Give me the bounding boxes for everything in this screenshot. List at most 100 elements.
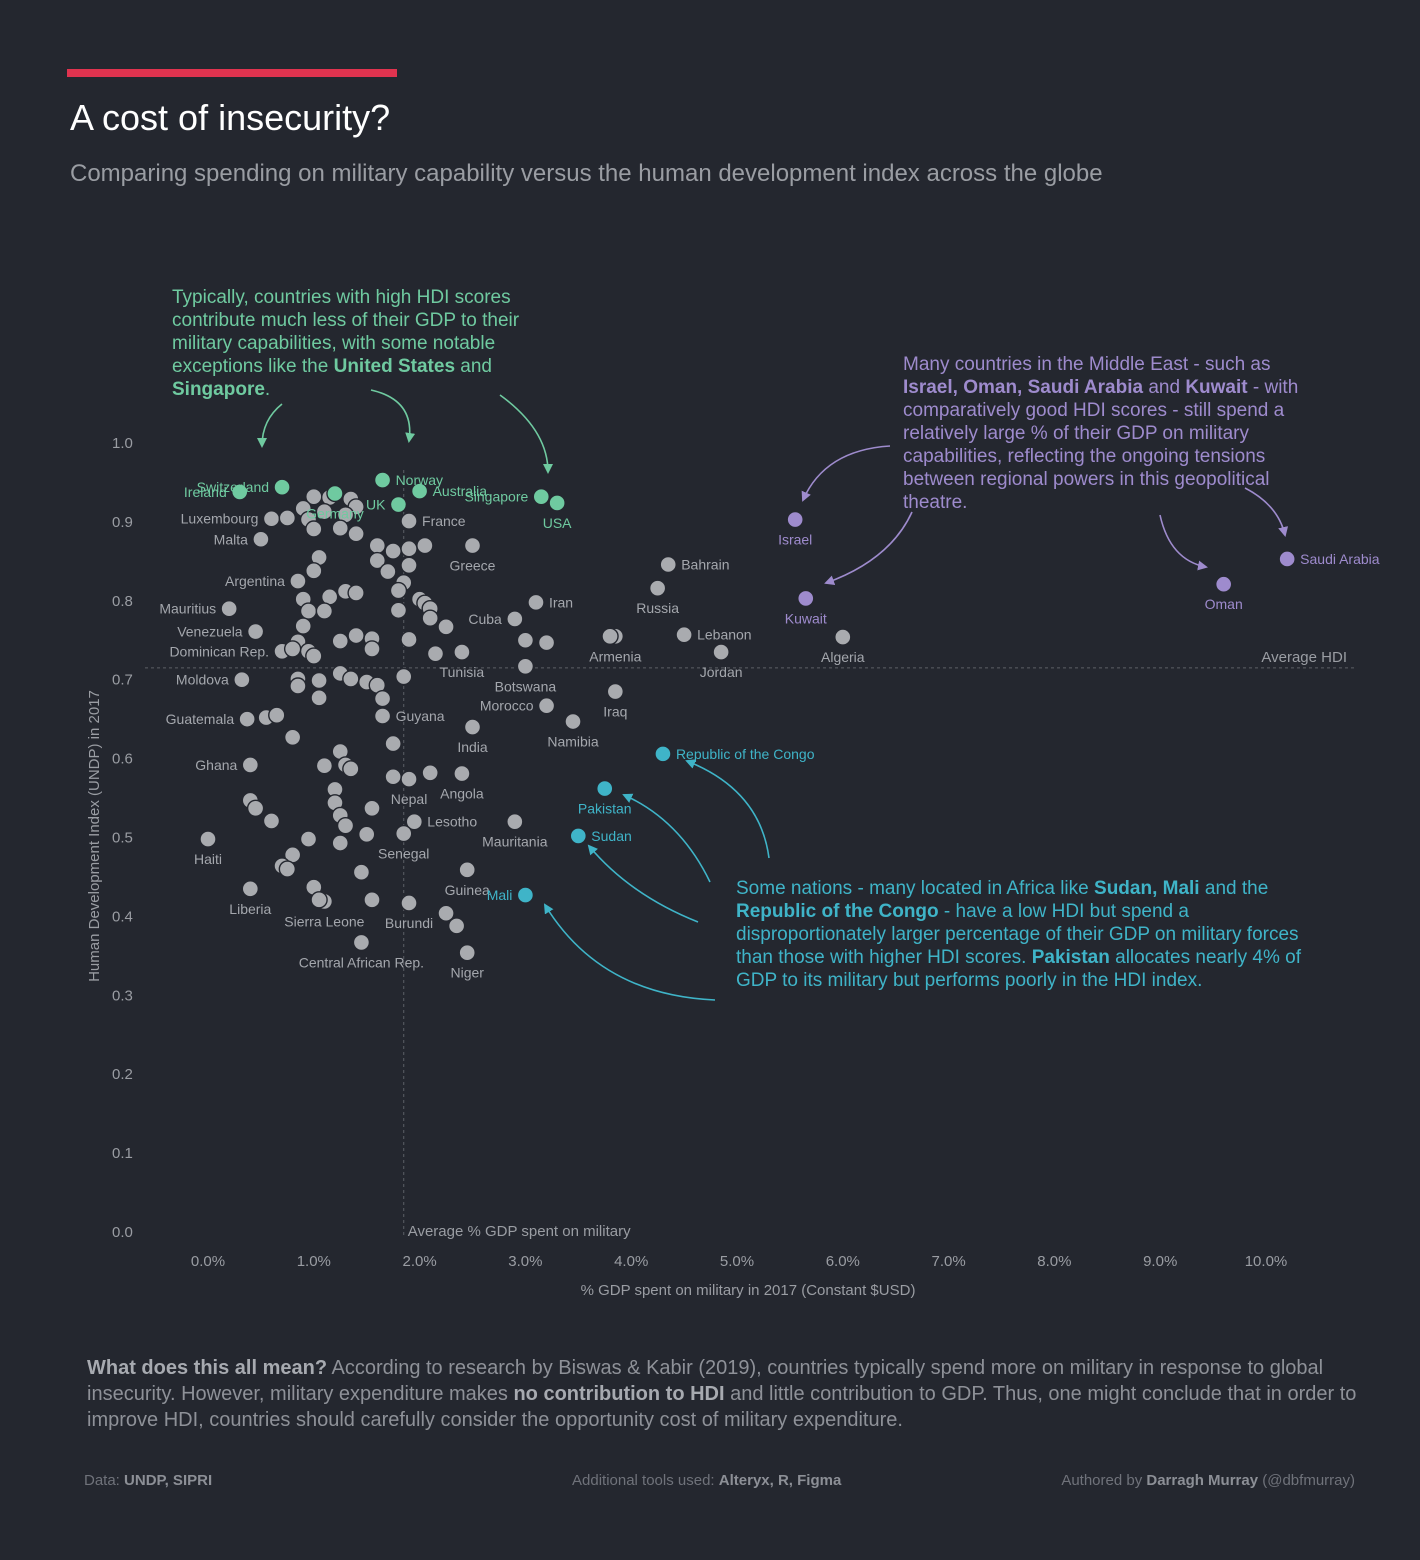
arrow-pakistan — [622, 793, 711, 883]
data-point — [299, 602, 318, 620]
data-point — [342, 670, 360, 688]
y-tick-label: 0.3 — [112, 987, 133, 1004]
data-point — [400, 540, 418, 558]
credit-label: Additional tools used: — [572, 1472, 719, 1489]
point-germany — [326, 484, 344, 503]
x-tick-label: 4.0% — [614, 1253, 648, 1270]
point-label: Nepal — [391, 791, 428, 807]
arrow-norway — [370, 389, 416, 443]
point-pakistan — [596, 779, 614, 798]
annotation-bold: Kuwait — [1185, 377, 1248, 398]
point-label: Mali — [487, 887, 513, 903]
y-axis-label: Human Development Index (UNDP) in 2017 — [86, 690, 103, 982]
point-label: Morocco — [480, 698, 534, 714]
data-point — [389, 601, 408, 619]
footer-bold: What does this all mean? — [87, 1357, 328, 1379]
y-tick-label: 0.7 — [112, 672, 133, 689]
data-point — [447, 917, 466, 935]
point-label: Mauritius — [159, 601, 216, 617]
point-algeria — [834, 628, 852, 646]
data-point — [352, 863, 371, 881]
x-tick-label: 6.0% — [826, 1253, 860, 1270]
arrow-oman — [1159, 514, 1208, 571]
x-tick-label: 7.0% — [931, 1253, 965, 1270]
data-point — [305, 647, 323, 665]
data-point — [384, 768, 402, 786]
arrow-kuwait — [824, 511, 913, 585]
data-point — [305, 562, 323, 580]
annotation-bold: Israel, Oman, Saudi Arabia — [903, 377, 1144, 398]
y-tick-label: 0.2 — [112, 1066, 133, 1083]
annotation-text: - with comparatively good HDI scores - s… — [903, 377, 1299, 513]
point-label: Tunisia — [440, 664, 485, 680]
data-point — [331, 632, 349, 650]
y-tick-label: 0.8 — [112, 593, 133, 610]
annotation-high-hdi: Typically, countries with high HDI score… — [172, 286, 562, 401]
point-label: Guatemala — [166, 711, 235, 727]
data-point — [400, 630, 418, 649]
x-tick-label: 9.0% — [1143, 1253, 1177, 1270]
point-usa — [548, 494, 566, 512]
y-tick-label: 0.4 — [112, 908, 133, 925]
arrow-usa — [499, 394, 553, 474]
arrow-israel — [801, 445, 891, 502]
data-point — [379, 562, 397, 581]
annotation-bold: Republic of the Congo — [736, 901, 939, 922]
annotation-bold: United States — [333, 356, 456, 377]
point-label: Republic of the Congo — [676, 746, 815, 762]
arrow-mali — [543, 903, 716, 1001]
average-gdp-label: Average % GDP spent on military — [408, 1223, 631, 1240]
point-republic-of-the-congo — [654, 745, 672, 763]
annotation-text: allocates nearly 4% of GDP to its milita… — [736, 947, 1302, 991]
footer-text: and little contribution to GDP. Thus, on… — [87, 1383, 1357, 1431]
data-point — [331, 519, 349, 537]
point-label: USA — [543, 515, 572, 531]
data-point — [373, 689, 392, 708]
annotation-middle-east: Many countries in the Middle East - such… — [903, 353, 1303, 514]
point-lebanon — [675, 626, 693, 644]
point-label: Niger — [450, 965, 484, 981]
credit-tools: Additional tools used: Alteryx, R, Figma — [572, 1472, 841, 1489]
point-label: Jordan — [700, 664, 743, 680]
point-iran — [527, 593, 545, 612]
data-point — [246, 799, 265, 818]
credit-handle: (@dbfmurray) — [1258, 1472, 1355, 1489]
point-label: Malta — [214, 531, 248, 547]
data-point — [368, 536, 386, 555]
arrow-switzerland — [257, 403, 283, 448]
credit-value: UNDP, SIPRI — [124, 1472, 213, 1489]
data-point — [537, 633, 556, 652]
point-greece — [463, 536, 482, 555]
footer-bold: no contribution to HDI — [513, 1383, 725, 1405]
annotation-bold: Pakistan — [1031, 947, 1110, 968]
point-label: Luxembourg — [181, 511, 259, 527]
reference-lines: Average HDI Average % GDP spent on milita… — [145, 470, 1355, 1240]
point-norway — [373, 471, 392, 489]
point-label: Venezuela — [177, 624, 243, 640]
x-tick-label: 1.0% — [297, 1253, 331, 1270]
data-point — [347, 584, 365, 602]
point-label: Kuwait — [785, 610, 827, 626]
point-label: Germany — [306, 505, 364, 521]
annotation-text: and — [1143, 377, 1186, 398]
y-tick-label: 0.5 — [112, 830, 133, 847]
point-senegal — [395, 824, 413, 843]
point-label: Iraq — [603, 704, 627, 720]
point-moldova — [233, 671, 251, 689]
data-point — [363, 891, 381, 909]
point-label: Central African Rep. — [299, 954, 424, 970]
point-label: Russia — [636, 600, 679, 616]
point-tunisia — [453, 643, 471, 661]
point-iraq — [606, 682, 625, 701]
point-uk — [389, 495, 408, 514]
point-morocco — [537, 697, 556, 715]
point-label: Saudi Arabia — [1300, 551, 1380, 567]
point-saudi-arabia — [1278, 550, 1296, 568]
point-mauritania — [506, 813, 524, 831]
data-point — [437, 618, 455, 636]
data-point — [310, 891, 328, 909]
point-namibia — [564, 712, 582, 731]
point-label: Lesotho — [427, 814, 477, 830]
credit-value: Darragh Murray — [1146, 1472, 1259, 1489]
point-label: Dominican Rep. — [169, 643, 269, 659]
